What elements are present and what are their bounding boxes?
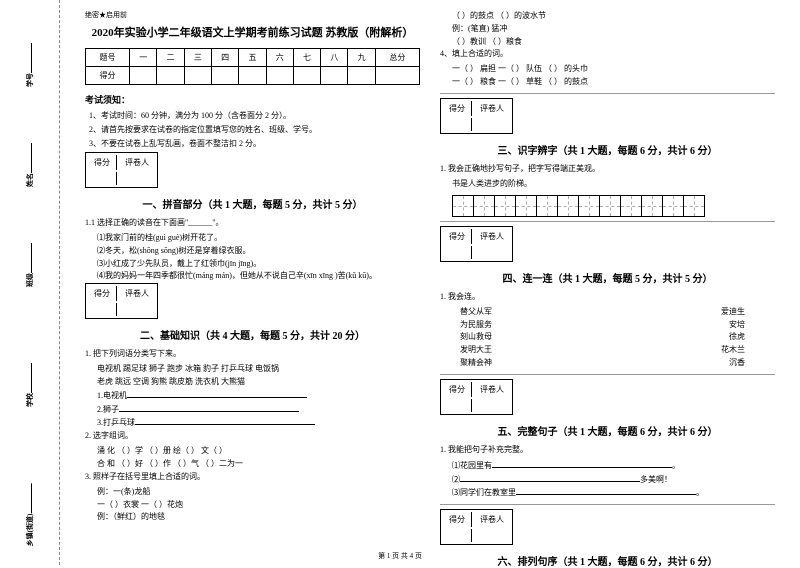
sub-item: 例：(笔直) 猛冲 xyxy=(440,23,775,36)
grader-box: 得分评卷人 xyxy=(440,509,513,545)
grader-box: 得分评卷人 xyxy=(440,98,513,134)
score-header: 一 xyxy=(130,49,157,67)
score-header: 三 xyxy=(184,49,211,67)
score-header: 二 xyxy=(157,49,184,67)
sub-item: 合 和 （ ）好 （ ）作 （ ）气 （ ）二为一 xyxy=(85,458,420,471)
binding-label: 姓名 xyxy=(26,173,34,187)
answer-line: 2.狮子 xyxy=(85,403,420,417)
answer-line: 3.打乒乓球 xyxy=(85,416,420,430)
score-header: 九 xyxy=(348,49,375,67)
question: 2. 选字组词。 xyxy=(85,430,420,442)
question: 1. 我会连。 xyxy=(440,291,775,303)
sub-item: 例：（鲜红）的地毯 xyxy=(85,511,420,524)
sub-item: 例：一(条)龙船 xyxy=(85,486,420,499)
copy-text: 书是人类进步的阶梯。 xyxy=(440,178,775,191)
grader-box: 得分评卷人 xyxy=(440,379,513,415)
sub-item: 涌 化 （ ）学 （ ）册 绘（ ） 文（ ） xyxy=(85,445,420,458)
page-footer: 第 1 页 共 4 页 xyxy=(0,551,800,561)
section-title: 五、完整句子（共 1 大题，每题 6 分，共计 6 分） xyxy=(440,423,775,438)
main-content: 绝密★启用前 2020年实验小学二年级语文上学期考前练习试题 苏教版（附解析） … xyxy=(60,0,800,565)
link-pair: 聚精会神沉香 xyxy=(440,357,775,370)
score-header: 七 xyxy=(293,49,320,67)
sub-item: （ ）教训 （ ）粮食 xyxy=(440,36,775,49)
notice-title: 考试须知： xyxy=(85,93,420,106)
grader-box: 得分评卷人 xyxy=(85,152,158,188)
binding-label: 乡镇(街道) xyxy=(26,514,34,547)
link-pair: 刻山救母徐虎 xyxy=(440,331,775,344)
binding-label: 班级 xyxy=(26,273,34,287)
score-header: 五 xyxy=(239,49,266,67)
sentence-item: ⑴花园里有。 xyxy=(440,459,775,473)
notice-item: 2、请首先按要求在试卷的指定位置填写您的姓名、班级、学号。 xyxy=(85,124,420,135)
score-header: 八 xyxy=(321,49,348,67)
sub-item: ⑴我家门前的桂(guì guè)树开花了。 xyxy=(85,232,420,245)
score-header: 题号 xyxy=(86,49,130,67)
question: 1.1 选择正确的读音在下面画"______"。 xyxy=(85,217,420,229)
binding-margin: 学号 姓名 班级 学校 乡镇(街道) xyxy=(0,0,60,565)
char-grid xyxy=(452,195,775,217)
link-pair: 为民服务安培 xyxy=(440,319,775,332)
grader-box: 得分评卷人 xyxy=(440,226,513,262)
link-pair: 替父从军爱迪生 xyxy=(440,306,775,319)
sentence-item: ⑶同学们在教室里。 xyxy=(440,486,775,500)
question: 1. 把下列词语分类写下来。 xyxy=(85,348,420,360)
score-header: 总分 xyxy=(375,49,419,67)
notice-item: 1、考试时间：60 分钟，满分为 100 分（含卷面分 2 分）。 xyxy=(85,110,420,121)
sub-item: ⑶小红成了少先队员，戴上了红领巾(jīn jīng)。 xyxy=(85,258,420,271)
sub-item: 一（ ） 粮食 一（ ） 草鞋 （ ） 的鼓点 xyxy=(440,76,775,89)
link-pair: 发明大王花木兰 xyxy=(440,344,775,357)
binding-label: 学号 xyxy=(26,73,34,87)
word-list: 电视机 踢足球 狮子 跑步 冰箱 豹子 打乒乓球 电饭锅 老虎 跳远 空调 狗熊… xyxy=(85,363,420,389)
grader-box: 得分评卷人 xyxy=(85,283,158,319)
question: 3. 照样子在括号里填上合适的词。 xyxy=(85,471,420,483)
score-header: 六 xyxy=(266,49,293,67)
section-title: 四、连一连（共 1 大题，每题 5 分，共计 5 分） xyxy=(440,270,775,285)
sub-item: ⑷我的妈妈一年四季都很忙(máng mán)，但她从不说自己辛(xīn xīng… xyxy=(85,270,420,283)
sub-item: （ ）的鼓点 （ ）的波水节 xyxy=(440,10,775,23)
section-title: 一、拼音部分（共 1 大题，每题 5 分，共计 5 分） xyxy=(85,196,420,211)
sub-item: ⑵冬天，松(shōng sōng)树还是穿着绿衣服。 xyxy=(85,245,420,258)
answer-line: 1.电视机 xyxy=(85,389,420,403)
exam-title: 2020年实验小学二年级语文上学期考前练习试题 苏教版（附解析） xyxy=(85,24,420,40)
question: 4、填上合适的词。 xyxy=(440,48,775,60)
question: 1. 我会正确地抄写句子，把字写得端正美观。 xyxy=(440,163,775,175)
score-row-label: 得分 xyxy=(86,67,130,85)
sentence-item: ⑵多美啊！ xyxy=(440,473,775,487)
section-title: 三、识字辨字（共 1 大题，每题 6 分，共计 6 分） xyxy=(440,142,775,157)
score-table: 题号 一 二 三 四 五 六 七 八 九 总分 得分 xyxy=(85,48,420,85)
notice-item: 3、不要在试卷上乱写乱画，卷面不整洁扣 2 分。 xyxy=(85,138,420,149)
score-header: 四 xyxy=(212,49,239,67)
right-column: （ ）的鼓点 （ ）的波水节 例：(笔直) 猛冲 （ ）教训 （ ）粮食 4、填… xyxy=(430,10,785,560)
secrecy-note: 绝密★启用前 xyxy=(85,10,420,20)
question: 1. 我能把句子补充完整。 xyxy=(440,444,775,456)
binding-label: 学校 xyxy=(26,393,34,407)
left-column: 绝密★启用前 2020年实验小学二年级语文上学期考前练习试题 苏教版（附解析） … xyxy=(75,10,430,560)
section-title: 二、基础知识（共 4 大题，每题 5 分，共计 20 分） xyxy=(85,327,420,342)
sub-item: 一（ ）衣裳 一（ ）花炮 xyxy=(85,499,420,512)
sub-item: 一（ ） 扁担 一（ ） 队伍 （ ） 的头巾 xyxy=(440,63,775,76)
